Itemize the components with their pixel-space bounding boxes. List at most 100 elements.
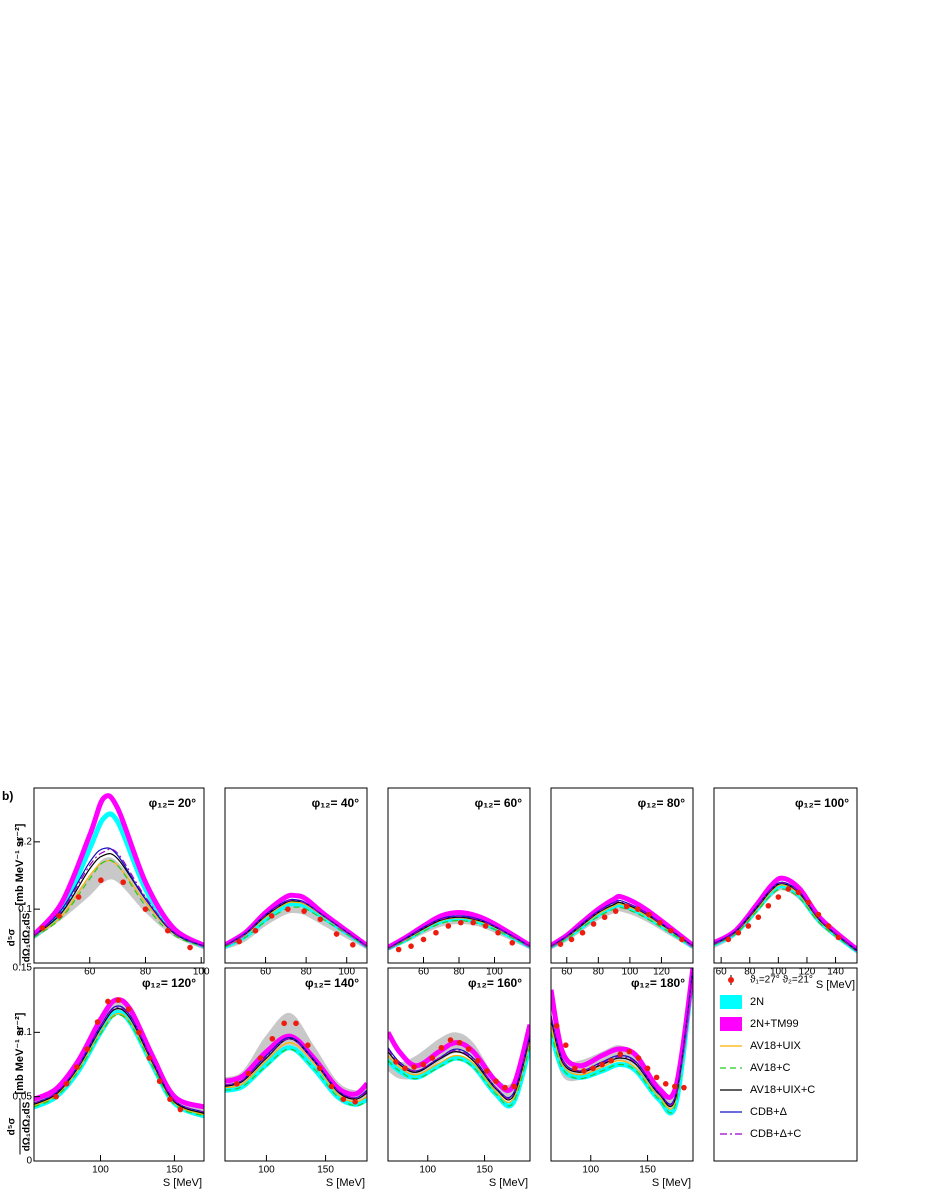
- y-label-numerator: d⁵σ: [7, 929, 18, 947]
- curve: [225, 899, 367, 947]
- data-point: [328, 1083, 335, 1090]
- data-point: [187, 944, 193, 951]
- panel-frame: [550, 787, 694, 964]
- curve: [388, 915, 530, 949]
- data-point: [825, 923, 832, 929]
- data-point: [98, 877, 104, 884]
- data-point: [74, 1064, 80, 1070]
- data-point: [795, 889, 802, 896]
- x-axis-label: S [MeV]: [163, 1177, 202, 1189]
- data-point: [775, 894, 782, 900]
- curve: [388, 917, 530, 949]
- x-axis-label: S [MeV]: [489, 1177, 528, 1189]
- data-point: [626, 1048, 633, 1055]
- panel-frame: [550, 967, 694, 1162]
- error-band: [714, 882, 857, 954]
- y-axis-label: d⁵σ dΩ₁dΩ₂dS [mb MeV⁻¹ sr⁻²]: [7, 1012, 33, 1155]
- data-point: [301, 908, 307, 914]
- data-point: [785, 886, 792, 892]
- x-tick-label: 150: [639, 1165, 656, 1176]
- curve: [388, 910, 530, 950]
- data-point: [281, 1020, 287, 1027]
- curve: [34, 1008, 204, 1114]
- panel-title: φ₁₂= 100°: [795, 796, 849, 810]
- data-point: [293, 1020, 299, 1027]
- x-tick-label: 100: [582, 1165, 599, 1176]
- x-tick-label: 100: [193, 967, 210, 978]
- data-point: [420, 1061, 427, 1068]
- x-tick-label: 100: [338, 967, 355, 978]
- x-tick-label: 120: [653, 967, 670, 978]
- data-point: [433, 929, 439, 936]
- curve: [388, 1036, 530, 1100]
- data-point: [447, 1037, 454, 1043]
- panel-title: φ₁₂= 80°: [638, 796, 686, 810]
- data-point: [333, 931, 340, 937]
- plot-area: [714, 875, 857, 954]
- data-point: [142, 906, 149, 912]
- data-point: [679, 936, 685, 943]
- curve: [225, 901, 367, 949]
- x-tick-label: 100: [92, 1165, 109, 1176]
- y-label-numerator: d⁵σ: [7, 1118, 18, 1136]
- data-point: [395, 946, 402, 953]
- curve: [225, 1038, 367, 1099]
- curve: [551, 968, 693, 1110]
- y-tick-label: 0.15: [13, 963, 33, 974]
- data-point: [470, 919, 477, 926]
- data-point: [245, 1070, 252, 1077]
- data-point: [572, 1065, 578, 1072]
- data-point: [438, 1044, 445, 1051]
- y-tick-label: 0.05: [13, 1091, 33, 1102]
- curve: [34, 1014, 204, 1117]
- panel-frame: [713, 787, 858, 964]
- data-point: [156, 1078, 163, 1085]
- data-point: [465, 1046, 472, 1052]
- data-point: [608, 1057, 615, 1064]
- curve: [225, 906, 367, 948]
- data-point: [553, 1023, 560, 1029]
- plot-area: [551, 893, 693, 950]
- curve: [225, 1033, 367, 1097]
- data-point: [735, 929, 742, 936]
- panel-frame: [224, 787, 368, 964]
- data-point: [755, 914, 762, 921]
- legend-label: CDB+Δ+C: [750, 1128, 801, 1140]
- data-point: [164, 927, 171, 934]
- x-tick-label: 60: [716, 967, 728, 978]
- data-point: [765, 902, 772, 909]
- data-point: [562, 1042, 569, 1048]
- x-tick-label: 140: [827, 967, 844, 978]
- data-point: [493, 1078, 499, 1085]
- x-axis-label: S [MeV]: [326, 1177, 365, 1189]
- data-point: [601, 914, 608, 921]
- data-point: [317, 916, 324, 923]
- curve: [714, 883, 857, 953]
- panel-frame: [224, 967, 368, 1162]
- curve: [714, 881, 857, 951]
- legend-label: 2N: [750, 996, 764, 1008]
- data-point: [653, 1074, 660, 1081]
- data-point: [105, 998, 111, 1005]
- data-point: [668, 927, 674, 934]
- curve: [551, 906, 693, 948]
- curve: [714, 882, 857, 952]
- curve: [34, 997, 204, 1110]
- data-point: [234, 1081, 240, 1087]
- data-point: [644, 1065, 651, 1072]
- data-point: [445, 923, 452, 929]
- plot-area: [34, 793, 204, 951]
- legend-label: ϑ₁=27° ϑ₂=21°: [750, 975, 813, 986]
- legend-label: 2N+TM99: [750, 1018, 799, 1030]
- x-tick-label: 80: [453, 967, 465, 978]
- curve: [551, 968, 693, 1114]
- data-point: [257, 1055, 264, 1061]
- y-tick-label: 0.1: [18, 1027, 32, 1038]
- curve: [551, 968, 693, 1108]
- data-point: [835, 934, 842, 941]
- data-point: [599, 1061, 605, 1068]
- data-point: [482, 923, 489, 929]
- data-point: [420, 936, 427, 943]
